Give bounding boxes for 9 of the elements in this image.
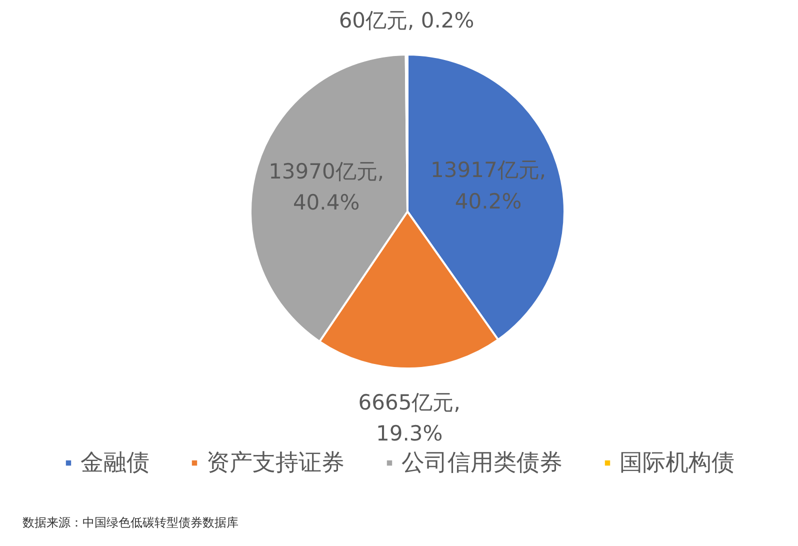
legend-label: 金融债 (80, 449, 150, 478)
legend-label: 资产支持证券 (206, 449, 344, 478)
data-label: 13917亿元, 40.2% (430, 158, 546, 214)
legend-label: 国际机构债 (620, 449, 734, 478)
legend-label: 公司信用类债券 (402, 449, 562, 478)
data-label: 6665亿元, 19.3% (358, 390, 460, 446)
source-note: 数据来源：中国绿色低碳转型债券数据库 (22, 516, 238, 530)
data-label: 13970亿元, 40.4% (268, 160, 384, 215)
data-label: 60亿元, 0.2% (338, 8, 474, 33)
